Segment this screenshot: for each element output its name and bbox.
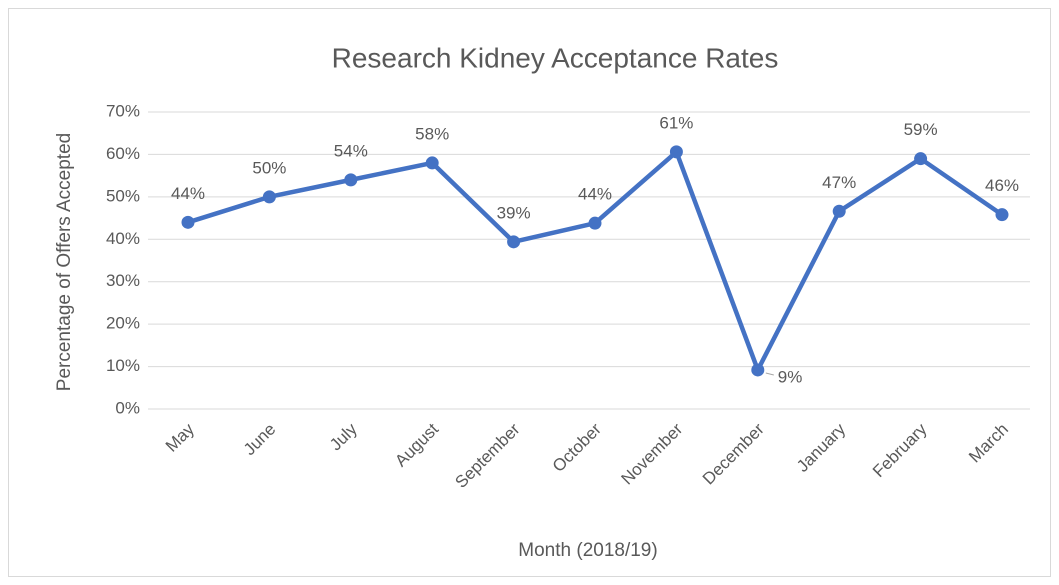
data-label: 50% xyxy=(252,158,286,177)
data-label: 47% xyxy=(822,173,856,192)
x-axis-label: Month (2018/19) xyxy=(518,540,657,561)
y-tick-label: 60% xyxy=(106,144,140,163)
data-label: 44% xyxy=(171,184,205,203)
point xyxy=(751,363,765,377)
point xyxy=(425,156,439,170)
point xyxy=(344,173,358,187)
leader-line xyxy=(765,372,774,376)
point xyxy=(588,216,602,230)
y-tick-label: 70% xyxy=(106,101,140,120)
y-tick-label: 40% xyxy=(106,229,140,248)
point xyxy=(507,235,521,249)
y-axis-label: Percentage of Offers Accepted xyxy=(54,133,75,391)
point xyxy=(832,204,846,218)
data-label: 39% xyxy=(497,203,531,222)
point xyxy=(995,208,1009,222)
point xyxy=(914,152,928,166)
y-tick-label: 0% xyxy=(115,398,140,417)
data-label: 58% xyxy=(415,124,449,143)
data-label: 61% xyxy=(659,113,693,132)
y-tick-label: 30% xyxy=(106,271,140,290)
chart-border xyxy=(8,8,1051,577)
data-label: 46% xyxy=(985,176,1019,195)
data-label: 44% xyxy=(578,185,612,204)
point xyxy=(181,215,195,229)
point xyxy=(669,145,683,159)
point xyxy=(262,190,276,204)
chart-title: Research Kidney Acceptance Rates xyxy=(332,42,779,73)
data-label: 59% xyxy=(904,120,938,139)
y-tick-label: 20% xyxy=(106,314,140,333)
y-tick-label: 50% xyxy=(106,186,140,205)
y-tick-label: 10% xyxy=(106,356,140,375)
data-label: 54% xyxy=(334,141,368,160)
data-label: 9% xyxy=(778,367,803,386)
